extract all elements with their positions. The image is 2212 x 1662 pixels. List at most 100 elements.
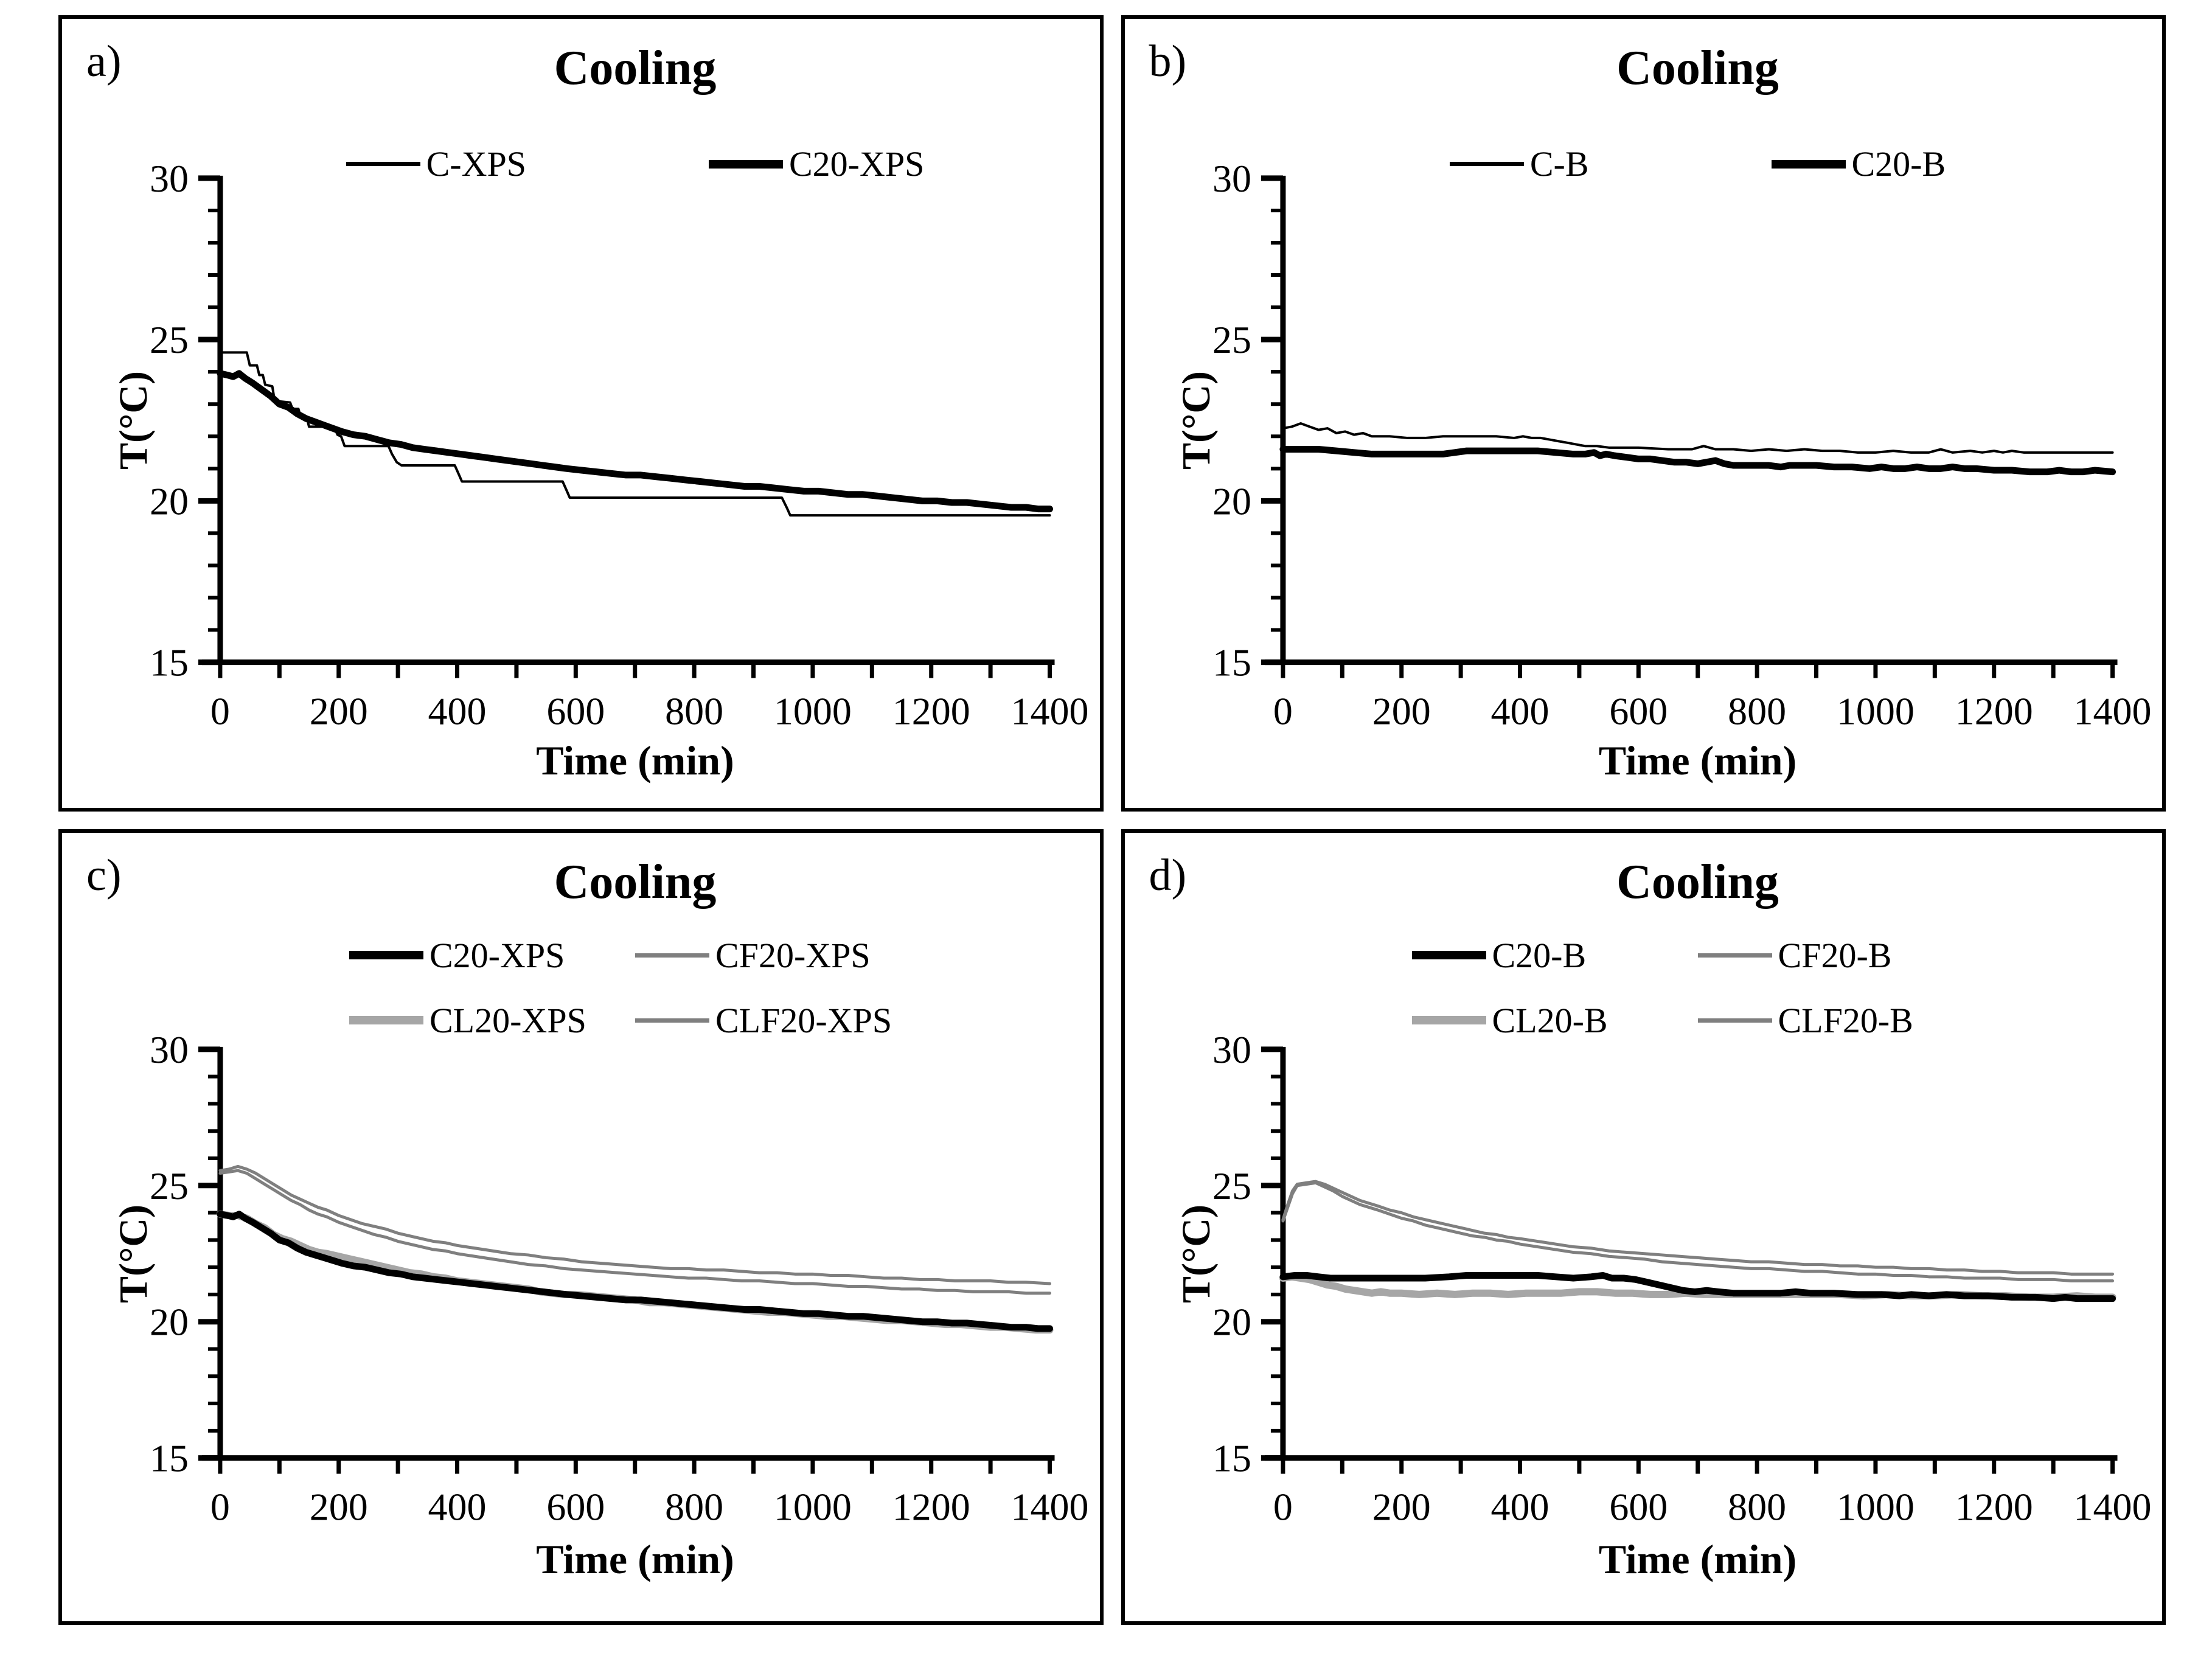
- series-line-CLF20-B: [1281, 1180, 2114, 1276]
- series-line-CF20-XPS: [218, 1169, 1052, 1295]
- y-tick-label: 20: [150, 479, 189, 523]
- x-tick-label: 200: [1372, 690, 1430, 733]
- legend-item-C20-B: C20-B: [1411, 935, 1698, 976]
- x-tick-label: 200: [310, 1485, 368, 1528]
- y-tick-label: 25: [150, 1164, 189, 1207]
- legend-item-C20-XPS: C20-XPS: [709, 144, 924, 184]
- legend-label-CLF20-B: CLF20-B: [1778, 1000, 1913, 1040]
- chart-d: 15 20 25 30 0 200 400 600 800 1000 1200 1400: [1212, 1027, 2151, 1528]
- legend-item-C20-B: C20-B: [1771, 144, 1946, 184]
- x-tick-label: 1000: [1836, 690, 1914, 733]
- x-tick-label: 800: [665, 1485, 723, 1528]
- legend-label-C20-XPS: C20-XPS: [430, 935, 565, 975]
- legend-swatch-CLF20-XPS: [635, 1018, 709, 1023]
- panel-a-legend: C-XPS C20-XPS: [220, 144, 1050, 184]
- series-line-C20-B: [1279, 1271, 2116, 1302]
- y-tick-label: 30: [150, 1027, 189, 1071]
- x-tick-label: 600: [546, 1485, 605, 1528]
- x-axis: 0 200 400 600 800 1000 1200 1400: [1264, 1455, 2151, 1528]
- panel-a: a) Cooling C-XPS C20-XPS T(°C) Time (min)…: [58, 15, 1104, 812]
- legend-item-CLF20-XPS: CLF20-XPS: [635, 1000, 921, 1041]
- x-tick-label: 1000: [1836, 1485, 1914, 1528]
- x-tick-label: 200: [310, 690, 368, 733]
- y-tick-label: 15: [1212, 641, 1251, 684]
- x-tick-label: 400: [1490, 690, 1549, 733]
- legend-swatch-C20-XPS: [349, 951, 423, 959]
- panel-b-x-axis-label: Time (min): [1598, 737, 1797, 784]
- legend-item-C20-XPS: C20-XPS: [349, 935, 635, 976]
- series-line-C20-XPS: [217, 1210, 1054, 1332]
- x-tick-label: 600: [546, 690, 605, 733]
- legend-swatch-CF20-XPS: [635, 953, 709, 958]
- x-tick-label: 1400: [2073, 690, 2151, 733]
- y-tick-label: 30: [1212, 157, 1251, 200]
- series-line-CF20-B: [1281, 1181, 2114, 1282]
- legend-swatch-C20-XPS: [709, 159, 783, 169]
- x-tick-label: 0: [1273, 1485, 1292, 1528]
- panel-c-title: Cooling: [554, 855, 717, 909]
- x-tick-label: 600: [1609, 690, 1668, 733]
- y-tick-label: 20: [1212, 479, 1251, 523]
- y-tick-label: 25: [1212, 318, 1251, 361]
- legend-label-CL20-B: CL20-B: [1492, 1000, 1608, 1040]
- x-axis: 0 200 400 600 800 1000 1200 1400: [201, 659, 1088, 733]
- legend-label-CF20-XPS: CF20-XPS: [715, 935, 871, 975]
- series-line-CL20-XPS: [216, 1210, 1054, 1333]
- series-line-C20-XPS: [217, 370, 1054, 513]
- panel-d-label: d): [1149, 850, 1187, 900]
- legend-swatch-C-XPS: [346, 162, 420, 166]
- x-tick-label: 1400: [2073, 1485, 2151, 1528]
- panel-d-title: Cooling: [1616, 855, 1779, 909]
- legend-item-CF20-B: CF20-B: [1697, 935, 1984, 976]
- x-axis: 0 200 400 600 800 1000 1200 1400: [1264, 659, 2151, 733]
- legend-label-CF20-B: CF20-B: [1778, 935, 1892, 975]
- x-tick-label: 1200: [1955, 1485, 2033, 1528]
- legend-item-CL20-B: CL20-B: [1411, 1000, 1698, 1041]
- legend-label-C20-XPS: C20-XPS: [789, 144, 925, 184]
- legend-item-C-XPS: C-XPS: [346, 144, 526, 184]
- legend-swatch-C20-B: [1411, 951, 1486, 959]
- legend-item-CF20-XPS: CF20-XPS: [635, 935, 921, 976]
- legend-swatch-CLF20-B: [1697, 1018, 1772, 1023]
- panel-d: d) Cooling C20-B CF20-B CL20-B CLF20-B T(°C…: [1121, 829, 2166, 1625]
- y-axis: 15 20 25 30: [1212, 157, 1285, 684]
- series-line-C-XPS: [218, 351, 1051, 517]
- x-tick-label: 0: [1273, 690, 1292, 733]
- legend-swatch-C20-B: [1771, 159, 1846, 169]
- legend-swatch-CL20-B: [1411, 1016, 1486, 1024]
- panel-b-legend: C-B C20-B: [1283, 144, 2113, 184]
- x-tick-label: 1200: [1955, 690, 2033, 733]
- series-line-C-B: [1281, 422, 2114, 454]
- x-tick-label: 800: [1728, 1485, 1786, 1528]
- x-tick-label: 800: [1728, 690, 1786, 733]
- panel-c-x-axis-label: Time (min): [536, 1535, 734, 1582]
- legend-label-C-B: C-B: [1529, 144, 1589, 184]
- y-tick-label: 15: [150, 1436, 189, 1479]
- legend-item-CL20-XPS: CL20-XPS: [349, 1000, 635, 1041]
- panel-c: c) Cooling C20-XPS CF20-XPS CL20-XPS CLF20-…: [58, 829, 1104, 1625]
- legend-label-CLF20-XPS: CLF20-XPS: [715, 1000, 892, 1040]
- legend-item-CLF20-B: CLF20-B: [1697, 1000, 1984, 1041]
- panel-d-legend: C20-B CF20-B CL20-B CLF20-B: [1283, 935, 2113, 1041]
- x-tick-label: 1000: [774, 690, 852, 733]
- panel-b: b) Cooling C-B C20-B T(°C) Time (min) 15 2…: [1121, 15, 2166, 812]
- y-tick-label: 25: [150, 318, 189, 361]
- legend-label-C20-B: C20-B: [1492, 935, 1587, 975]
- panel-c-legend: C20-XPS CF20-XPS CL20-XPS CLF20-XPS: [220, 935, 1050, 1041]
- series-line-C20-B: [1279, 446, 2116, 476]
- legend-swatch-CF20-B: [1697, 953, 1772, 958]
- panel-c-label: c): [86, 850, 122, 900]
- x-tick-label: 400: [428, 690, 487, 733]
- x-tick-label: 1400: [1011, 1485, 1089, 1528]
- y-tick-label: 30: [1212, 1027, 1251, 1071]
- panel-a-label: a): [86, 37, 122, 86]
- legend-label-C-XPS: C-XPS: [426, 144, 526, 184]
- y-tick-label: 30: [150, 157, 189, 200]
- legend-swatch-CL20-XPS: [349, 1016, 423, 1024]
- y-tick-label: 20: [1212, 1300, 1251, 1343]
- y-axis: 15 20 25 30: [150, 1027, 223, 1479]
- y-tick-label: 15: [150, 641, 189, 684]
- x-tick-label: 1000: [774, 1485, 852, 1528]
- x-tick-label: 1200: [892, 1485, 970, 1528]
